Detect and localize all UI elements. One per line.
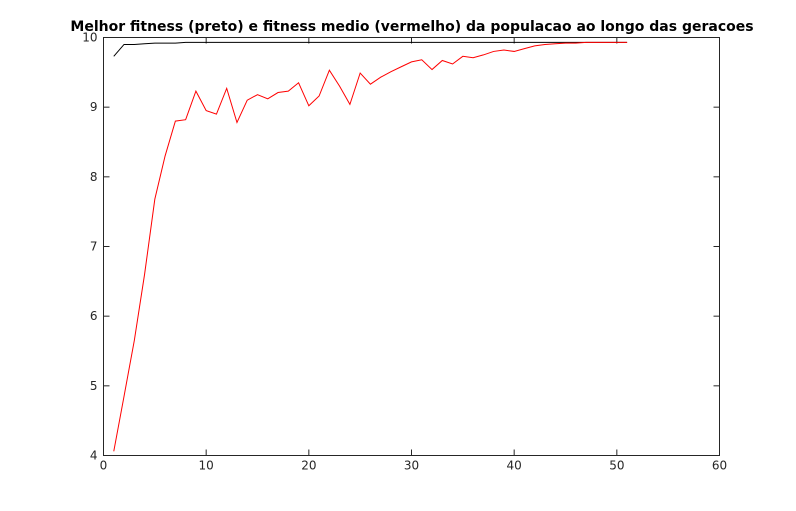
plot-area	[103, 37, 720, 456]
x-tick-label: 10	[199, 459, 214, 473]
x-tick-label: 50	[609, 459, 624, 473]
mean-fitness-line	[113, 41, 628, 452]
x-tick-label: 30	[404, 459, 419, 473]
x-tick-label: 40	[507, 459, 522, 473]
axis-ticks: 0 10 20 30 40 50 60 4 5 6 7 8 9 10	[82, 31, 727, 473]
y-tick-label: 7	[90, 240, 98, 254]
x-tick-label: 0	[100, 459, 108, 473]
best-fitness-line	[113, 41, 628, 57]
y-tick-label: 5	[90, 379, 98, 393]
series-layer	[113, 41, 628, 452]
y-tick-label: 4	[90, 449, 98, 463]
y-tick-label: 6	[90, 309, 98, 323]
x-tick-label: 20	[301, 459, 316, 473]
chart-title: Melhor fitness (preto) e fitness medio (…	[70, 19, 753, 35]
y-tick-label: 8	[90, 170, 98, 184]
x-tick-label: 60	[712, 459, 727, 473]
y-tick-label: 9	[90, 100, 98, 114]
y-tick-label: 10	[82, 31, 97, 45]
